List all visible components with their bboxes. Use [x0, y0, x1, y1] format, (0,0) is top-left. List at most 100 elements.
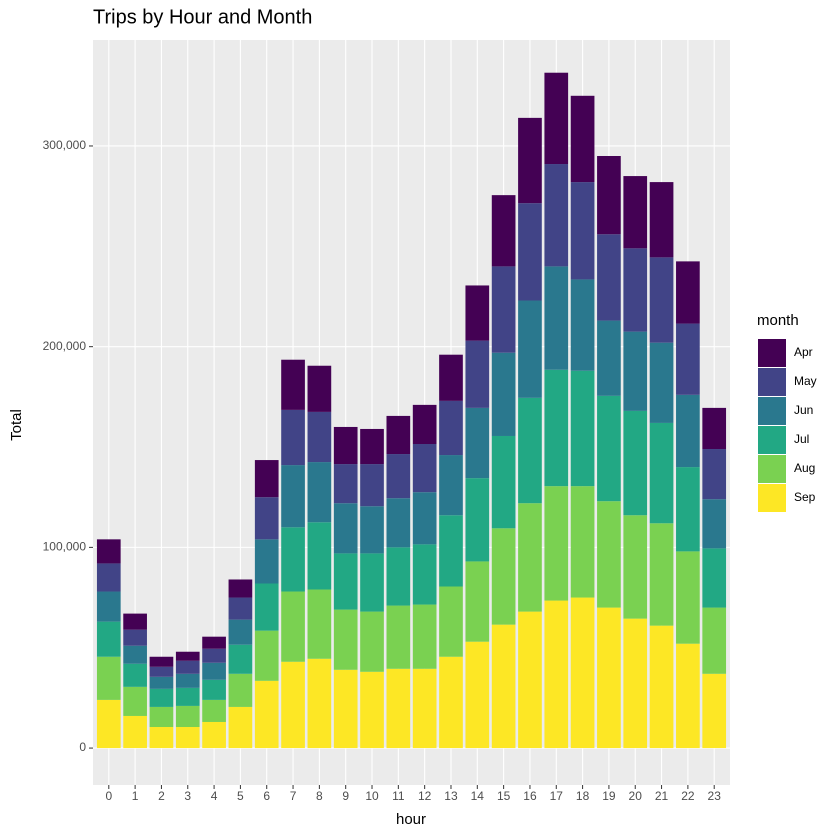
bar-segment	[281, 359, 305, 410]
bar-segment	[386, 547, 411, 606]
bar-segment	[518, 203, 542, 301]
bar-segment	[202, 679, 226, 700]
bar-segment	[518, 503, 542, 612]
bar-segment	[491, 624, 516, 749]
bar-segment	[360, 464, 384, 507]
legend-swatch	[758, 455, 786, 483]
legend-swatch	[758, 426, 786, 454]
x-axis-title: hour	[396, 811, 426, 828]
bar-segment	[412, 668, 437, 749]
x-tick-label: 8	[316, 789, 323, 803]
x-tick-label: 11	[392, 789, 405, 803]
bar-segment	[465, 285, 490, 341]
bar-segment	[439, 515, 463, 587]
bar-segment	[570, 95, 595, 183]
x-tick-label: 3	[184, 789, 191, 803]
bar-segment	[597, 395, 621, 502]
bar-segment	[465, 478, 490, 562]
legend-swatch	[758, 368, 786, 396]
x-tick-label: 4	[211, 789, 218, 803]
bar-segment	[96, 539, 121, 564]
bar-segment	[202, 662, 226, 680]
bar-segment	[254, 539, 279, 584]
bar-segment	[623, 176, 648, 249]
bar-segment	[281, 409, 305, 466]
bar-segment	[412, 544, 437, 605]
bar-segment	[307, 658, 332, 749]
bar-segment	[702, 548, 727, 608]
bar-segment	[649, 182, 674, 258]
bar-segment	[676, 394, 700, 468]
bar-segment	[623, 331, 648, 411]
bar-segment	[149, 726, 174, 749]
bar-segment	[676, 261, 700, 324]
legend-label: Aug	[794, 461, 815, 475]
bar-segment	[702, 407, 727, 450]
bar-segment	[597, 156, 621, 235]
x-tick-label: 6	[263, 789, 270, 803]
x-tick-label: 23	[708, 789, 722, 803]
bar-segment	[439, 400, 463, 456]
bar-segment	[254, 630, 279, 681]
bar-segment	[333, 609, 358, 670]
bar-segment	[386, 668, 411, 749]
bar-segment	[518, 611, 542, 749]
bar-segment	[491, 352, 516, 436]
legend-label: Jun	[794, 403, 813, 417]
bar-segment	[96, 591, 121, 622]
x-tick-label: 20	[629, 789, 643, 803]
x-tick-label: 14	[471, 789, 485, 803]
bar-segment	[597, 501, 621, 608]
bar-segment	[597, 234, 621, 321]
bar-segment	[333, 464, 358, 504]
bar-segment	[333, 503, 358, 554]
legend-title: month	[757, 312, 799, 329]
bar-segment	[570, 279, 595, 371]
bar-segment	[254, 583, 279, 631]
x-tick-label: 21	[655, 789, 669, 803]
legend-label: Jul	[794, 432, 809, 446]
bar-segment	[491, 528, 516, 625]
bar-segment	[702, 673, 727, 749]
bar-segment	[360, 671, 384, 749]
bar-segment	[149, 688, 174, 707]
bar-segment	[386, 454, 411, 499]
bar-segment	[175, 651, 200, 661]
bar-segment	[412, 404, 437, 445]
bar-segment	[175, 660, 200, 674]
bar-segment	[360, 611, 384, 672]
bar-segment	[518, 397, 542, 504]
bar-segment	[386, 415, 411, 455]
x-tick-label: 9	[342, 789, 349, 803]
bar-segment	[149, 656, 174, 667]
bar-segment	[123, 686, 147, 716]
bar-segment	[649, 342, 674, 423]
bar-segment	[676, 643, 700, 749]
legend-label: May	[794, 374, 817, 388]
bar-segment	[228, 597, 253, 620]
bar-segment	[202, 721, 226, 749]
x-tick-label: 19	[602, 789, 616, 803]
bar-segment	[570, 182, 595, 280]
bar-segment	[649, 625, 674, 749]
bar-segment	[360, 553, 384, 612]
bars	[96, 72, 727, 749]
legend-swatch	[758, 484, 786, 512]
bar-segment	[228, 579, 253, 598]
x-tick-label: 7	[290, 789, 297, 803]
bar-segment	[597, 320, 621, 396]
bar-segment	[123, 663, 147, 687]
bar-segment	[702, 449, 727, 500]
bar-segment	[544, 600, 569, 749]
legend: month Apr May Jun Jul Aug Sep	[757, 312, 817, 512]
legend-swatch	[758, 339, 786, 367]
bar-segment	[360, 506, 384, 554]
bar-segment	[228, 706, 253, 749]
bar-segment	[254, 460, 279, 498]
x-tick-label: 13	[444, 789, 458, 803]
bar-segment	[123, 629, 147, 646]
bar-segment	[518, 117, 542, 204]
y-axis-title: Total	[8, 409, 25, 441]
